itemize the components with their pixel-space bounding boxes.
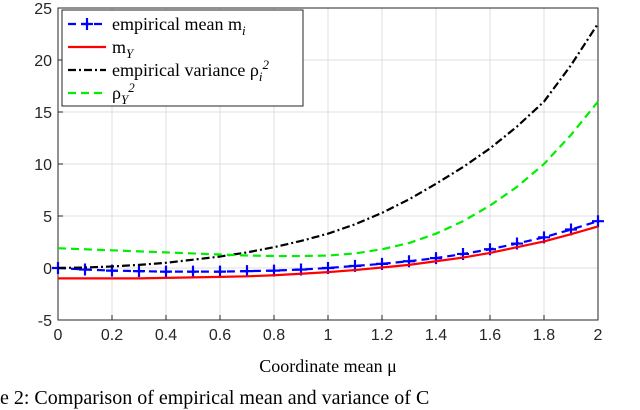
- legend-label: empirical variance ρi​2​: [112, 57, 270, 84]
- marker: [592, 215, 604, 228]
- legend-marker: [81, 18, 93, 30]
- x-axis-label: Coordinate mean μ: [259, 356, 397, 376]
- x-tick-label: 1.2: [371, 327, 393, 344]
- x-tick-label: 0.4: [155, 327, 177, 344]
- axes-box: [57, 7, 599, 321]
- legend-label: ρY​2​: [112, 80, 135, 107]
- y-tick-label: 5: [43, 209, 52, 226]
- x-tick-label: 0.8: [263, 327, 285, 344]
- marker: [79, 263, 91, 276]
- y-tick-label: -5: [38, 313, 52, 330]
- series-line: [58, 225, 599, 280]
- legend-label: mY​: [112, 37, 135, 61]
- x-tick-label: 1: [324, 327, 333, 344]
- caption: e 2: Comparison of empirical mean and va…: [0, 387, 429, 409]
- x-tick-label: 1.8: [533, 327, 555, 344]
- y-tick-label: 25: [34, 1, 52, 18]
- marker: [214, 265, 226, 278]
- y-tick-label: 20: [34, 53, 52, 70]
- legend-label: empirical mean mi​: [112, 14, 246, 38]
- y-tick-label: 10: [34, 157, 52, 174]
- marker: [241, 265, 253, 278]
- legend-box: [61, 9, 304, 107]
- y-tick-label: 15: [34, 105, 52, 122]
- x-tick-label: 0: [54, 327, 63, 344]
- y-tick-label: 0: [43, 261, 52, 278]
- x-tick-label: 2: [594, 327, 603, 344]
- x-tick-label: 1.4: [425, 327, 447, 344]
- x-tick-label: 1.6: [479, 327, 501, 344]
- series-line: [57, 23, 599, 270]
- marker: [133, 265, 145, 278]
- marker: [160, 265, 172, 278]
- x-tick-label: 0.6: [209, 327, 231, 344]
- x-tick-label: 0.2: [101, 327, 123, 344]
- marker: [187, 265, 199, 278]
